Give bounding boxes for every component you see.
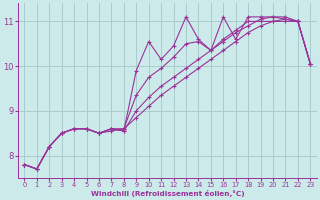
X-axis label: Windchill (Refroidissement éolien,°C): Windchill (Refroidissement éolien,°C) — [91, 190, 244, 197]
